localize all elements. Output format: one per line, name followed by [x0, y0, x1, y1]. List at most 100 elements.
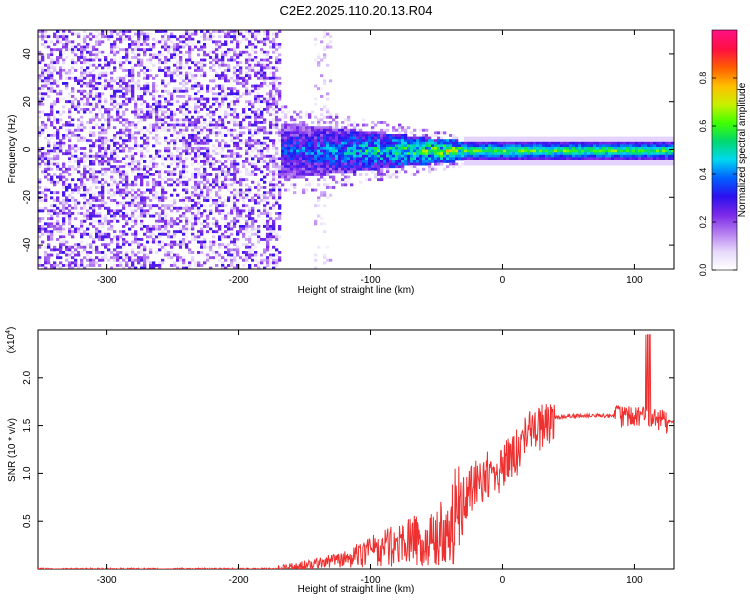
spectrogram-cell	[116, 110, 120, 114]
spectrogram-cell	[119, 89, 123, 93]
spectrogram-cell	[248, 141, 252, 145]
spectrogram-cell	[41, 110, 45, 114]
spectrogram-cell	[278, 196, 282, 200]
spectrogram-cell	[167, 149, 171, 153]
spectrogram-cell	[80, 183, 84, 187]
spectrogram-cell	[113, 147, 117, 150]
spectrogram-cell	[260, 199, 264, 202]
spectrogram-cell	[386, 136, 390, 140]
spectrogram-cell	[197, 191, 201, 195]
spectrogram-cell	[113, 69, 117, 72]
spectrogram-cell	[278, 154, 282, 158]
spectrogram-cell	[197, 251, 201, 254]
spectrogram-cell	[182, 84, 186, 88]
spectrogram-cell	[413, 157, 417, 161]
spectrogram-cell	[143, 71, 147, 75]
spectrogram-cell	[452, 162, 456, 166]
spectrogram-cell	[167, 115, 171, 119]
spectrogram-cell	[308, 131, 312, 135]
spectrogram-cell	[317, 152, 321, 156]
spectrogram-cell	[188, 123, 192, 127]
spectrogram-cell	[152, 204, 156, 208]
spectrogram-cell	[215, 100, 219, 104]
spectrogram-cell	[161, 84, 165, 88]
spectrogram-cell	[176, 95, 180, 98]
spectrogram-cell	[179, 147, 183, 150]
spectrogram-cell	[140, 227, 144, 231]
spectrogram-cell	[305, 126, 309, 130]
spectrogram-cell	[98, 136, 102, 140]
spectrogram-cell	[299, 160, 303, 163]
spectrogram-cell	[362, 160, 366, 163]
spectrogram-cell	[452, 136, 456, 140]
spectrogram-cell	[326, 110, 330, 114]
spectrogram-cell	[317, 147, 321, 150]
spectrogram-cell	[194, 222, 198, 226]
spectrogram-cell	[212, 118, 216, 122]
spectrogram-cell	[224, 97, 228, 101]
spectrogram-cell	[242, 209, 246, 213]
spectrogram-cell	[80, 37, 84, 41]
spectrogram-cell	[248, 253, 252, 257]
spectrogram-cell	[242, 110, 246, 114]
spectrogram-cell	[362, 154, 366, 158]
spectrogram-cell	[335, 136, 339, 140]
spectrogram-cell	[233, 251, 237, 254]
spectrogram-cell	[389, 141, 393, 145]
spectrogram-cell	[128, 191, 132, 195]
spectrogram-cell	[203, 32, 207, 36]
spectrogram-cell	[80, 186, 84, 189]
spectrogram-cell	[266, 191, 270, 195]
spectrogram-cell	[401, 160, 405, 163]
spectrogram-cell	[62, 264, 66, 267]
spectrogram-cell	[359, 147, 363, 150]
spectrogram-cell	[365, 165, 369, 169]
spectrogram-cell	[413, 141, 417, 145]
spectrogram-cell	[140, 87, 144, 91]
spectrogram-cell	[38, 180, 42, 184]
spectrogram-cell	[341, 121, 345, 124]
spectrogram-cell	[59, 243, 63, 247]
spectrogram-cell	[179, 71, 183, 75]
spectrogram-cell	[293, 144, 297, 148]
spectrogram-cell	[431, 165, 435, 169]
spectrogram-cell	[104, 63, 108, 67]
spectrogram-cell	[347, 123, 351, 127]
spectrogram-cell	[257, 261, 261, 265]
spectrogram-cell	[170, 79, 174, 83]
spectrogram-cell	[347, 160, 351, 163]
spectrogram-cell	[155, 219, 159, 223]
spectrogram-cell	[287, 144, 291, 148]
spectrogram-cell	[50, 105, 54, 109]
spectrogram-cell	[116, 238, 120, 241]
spectrogram-cell	[146, 102, 150, 106]
spectrogram-cell	[110, 256, 114, 260]
spectrogram-cell	[278, 165, 282, 169]
spectrogram-cell	[248, 76, 252, 80]
spectrogram-cell	[83, 170, 87, 174]
spectrogram-cell	[173, 50, 177, 54]
spectrogram-cell	[62, 209, 66, 213]
spectrogram-cell	[125, 134, 129, 137]
spectrogram-cell	[212, 222, 216, 226]
spectrogram-cell	[92, 45, 96, 49]
spectrogram-cell	[83, 256, 87, 260]
spectrogram-cell	[164, 128, 168, 132]
spectrogram-cell	[209, 105, 213, 109]
spectrogram-cell	[278, 128, 282, 132]
spectrogram-cell	[173, 167, 177, 171]
spectrogram-cell	[134, 240, 138, 244]
spectrogram-cell	[185, 238, 189, 241]
spectrogram-cell	[287, 175, 291, 179]
spectrogram-cell	[104, 217, 108, 221]
spectrogram-cell	[68, 227, 72, 231]
spectrogram-cell	[56, 180, 60, 184]
spectrogram-cell	[269, 118, 273, 122]
spectrogram-cell	[140, 118, 144, 122]
spectrogram-cell	[272, 225, 276, 228]
spectrogram-cell	[113, 126, 117, 130]
spectrogram-cell	[215, 191, 219, 195]
spectrogram-cell	[221, 97, 225, 101]
spectrogram-cell	[233, 162, 237, 166]
spectrogram-cell	[74, 264, 78, 267]
